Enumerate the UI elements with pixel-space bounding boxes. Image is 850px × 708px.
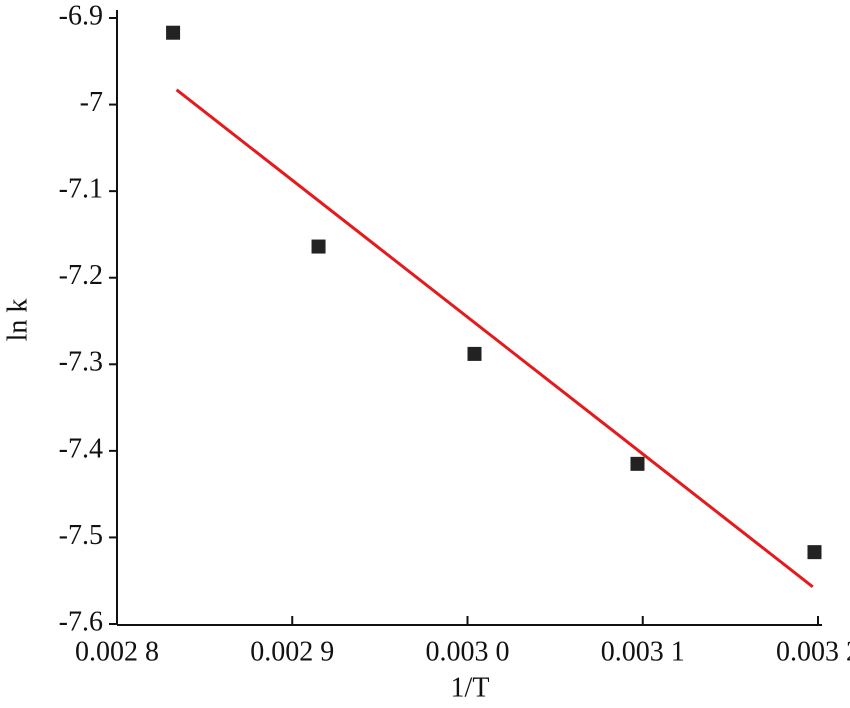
x-tick-label: 0.002 8 — [75, 636, 159, 667]
point — [807, 545, 822, 560]
x-tick-label: 0.002 9 — [250, 636, 334, 667]
y-tick-label: -7.4 — [59, 433, 103, 464]
point — [467, 346, 482, 361]
trend-line — [175, 88, 814, 588]
y-tick-label: -7.2 — [59, 260, 103, 291]
y-axis-label: ln k — [2, 299, 33, 342]
y-tick-label: -7.5 — [59, 520, 103, 551]
x-tick-label: 0.003 1 — [601, 636, 685, 667]
x-tick-label: 0.003 0 — [426, 636, 510, 667]
x-tick-label: 0.003 2 — [776, 636, 850, 667]
y-tick-label: -7 — [80, 87, 103, 118]
point — [311, 239, 326, 254]
y-tick-label: -6.9 — [59, 0, 103, 31]
y-tick-label: -7.6 — [59, 606, 103, 637]
y-tick-label: -7.3 — [59, 347, 103, 378]
point — [630, 456, 645, 471]
y-tick-label: -7.1 — [59, 174, 103, 205]
x-axis-label: 1/T — [451, 672, 490, 703]
point — [166, 25, 181, 40]
